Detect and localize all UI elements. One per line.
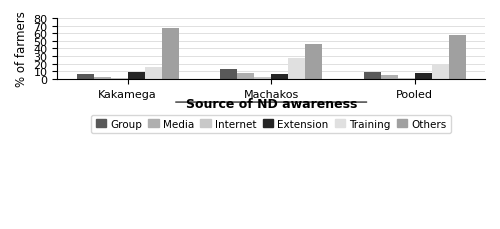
Bar [271,75,288,79]
Bar [128,73,144,79]
Bar [414,74,432,79]
Bar [448,35,466,79]
Legend: Group, Media, Internet, Extension, Training, Others: Group, Media, Internet, Extension, Train… [92,115,451,133]
Bar [364,73,381,79]
Bar [94,78,111,79]
Bar [305,45,322,79]
Bar [144,67,162,79]
Bar [220,70,238,79]
Bar [254,78,271,79]
Bar [77,75,94,79]
Bar [162,29,178,79]
Text: Source of ND awareness: Source of ND awareness [186,98,357,111]
Y-axis label: % of farmers: % of farmers [15,11,28,87]
Bar [238,74,254,79]
Bar [432,64,448,79]
Bar [288,59,305,79]
Bar [381,76,398,79]
